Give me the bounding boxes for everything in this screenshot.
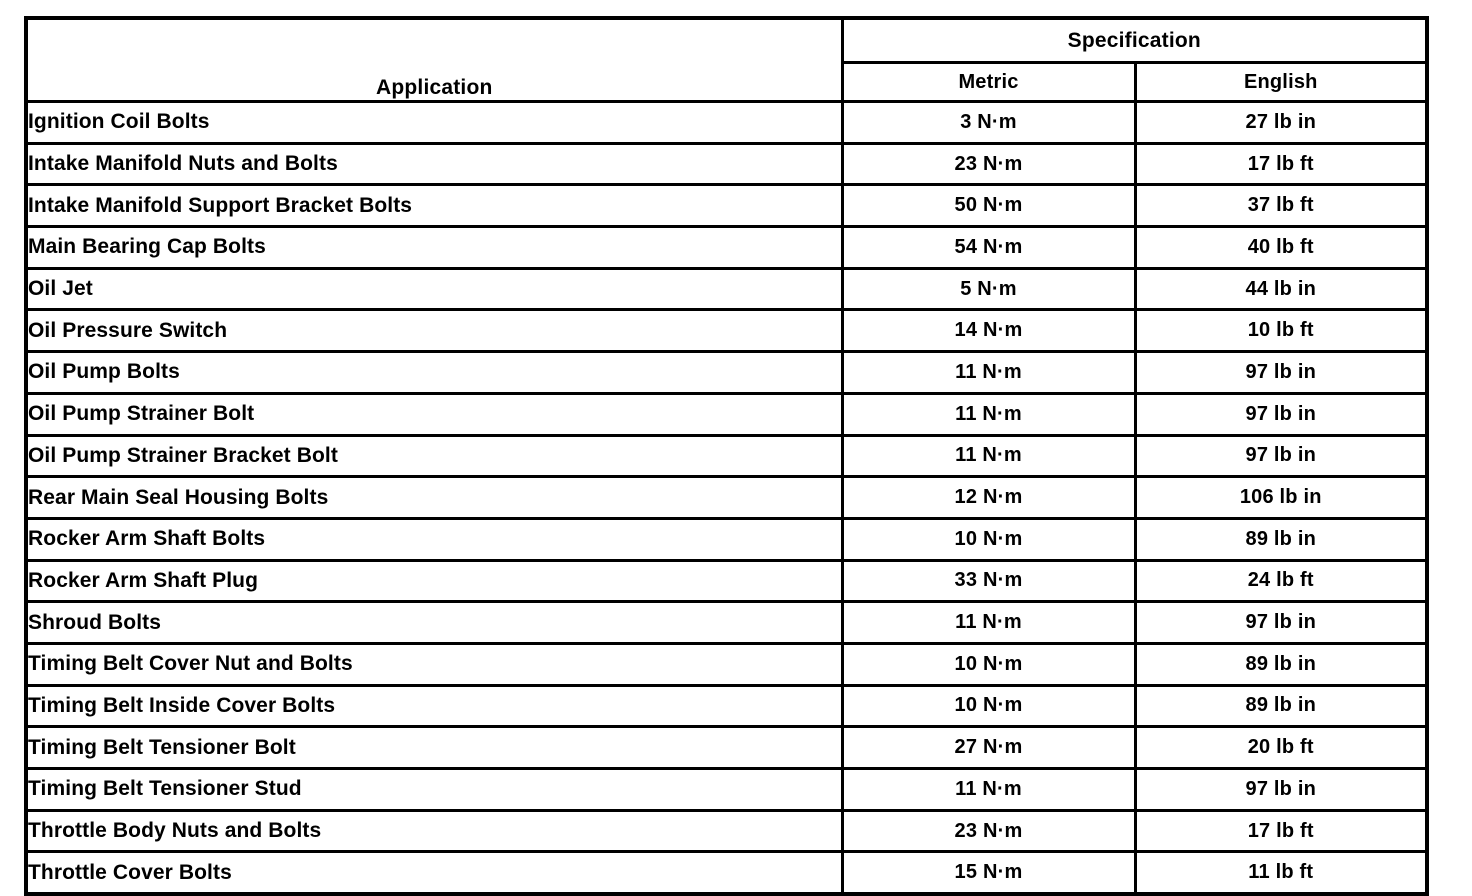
cell-english: 89 lb in [1133,641,1429,687]
cell-application: Timing Belt Cover Nut and Bolts [24,641,844,687]
column-header-metric: Metric [840,61,1137,103]
cell-metric: 11 N·m [840,350,1137,395]
cell-application: Oil Jet [24,266,844,312]
cell-english: 106 lb in [1133,475,1429,520]
table-row: Oil Pump Bolts 11 N·m 97 lb in [24,350,1429,395]
table-row: Timing Belt Tensioner Bolt 27 N·m 20 lb ft [24,725,1429,770]
cell-english: 89 lb in [1133,516,1429,562]
cell-application: Oil Pressure Switch [24,308,844,354]
table-row: Shroud Bolts 11 N·m 97 lb in [24,600,1429,645]
cell-application: Shroud Bolts [24,600,844,645]
cell-application: Intake Manifold Support Bracket Bolts [24,183,844,229]
table-row: Timing Belt Cover Nut and Bolts 10 N·m 89 … [24,641,1429,687]
cell-metric: 23 N·m [840,808,1137,854]
cell-metric: 54 N·m [840,225,1137,270]
cell-metric: 10 N·m [840,641,1137,687]
cell-english: 27 lb in [1133,100,1429,145]
cell-english: 97 lb in [1133,350,1429,395]
cell-metric: 10 N·m [840,516,1137,562]
cell-application: Timing Belt Inside Cover Bolts [24,683,844,729]
cell-english: 97 lb in [1133,767,1429,812]
cell-application: Rocker Arm Shaft Plug [24,558,844,604]
cell-metric: 14 N·m [840,308,1137,354]
cell-english: 40 lb ft [1133,225,1429,270]
cell-english: 44 lb in [1133,266,1429,312]
table-row: Timing Belt Tensioner Stud 11 N·m 97 lb in [24,767,1429,812]
header-row-secondary: Metric English [26,61,1429,103]
cell-metric: 10 N·m [840,683,1137,729]
column-header-application: Application [24,16,844,103]
cell-english: 20 lb ft [1133,725,1429,770]
table-body: Ignition Coil Bolts 3 N·m 27 lb in Intake M… [24,100,1429,896]
table-row: Oil Pressure Switch 14 N·m 10 lb ft [24,308,1429,354]
cell-metric: 11 N·m [840,433,1137,479]
cell-application: Rocker Arm Shaft Bolts [24,516,844,562]
cell-metric: 33 N·m [840,558,1137,604]
column-header-english: English [1133,61,1429,103]
header-row-primary: Application Specification [24,16,1429,103]
table-row: Oil Jet 5 N·m 44 lb in [24,266,1429,312]
table-row: Oil Pump Strainer Bracket Bolt 11 N·m 97 l… [24,433,1429,479]
cell-english: 37 lb ft [1133,183,1429,229]
cell-metric: 23 N·m [840,141,1137,187]
cell-metric: 50 N·m [840,183,1137,229]
table-row: Intake Manifold Nuts and Bolts 23 N·m 17 l… [24,141,1429,187]
table-row: Intake Manifold Support Bracket Bolts 50 … [24,183,1429,229]
table-row: Rear Main Seal Housing Bolts 12 N·m 106 lb… [24,475,1429,520]
cell-application: Oil Pump Strainer Bolt [24,391,844,437]
torque-specification-sheet: Application Specification Metric English… [24,16,1430,896]
cell-application: Rear Main Seal Housing Bolts [24,475,844,520]
cell-metric: 27 N·m [840,725,1137,770]
table-row: Ignition Coil Bolts 3 N·m 27 lb in [24,100,1429,145]
cell-metric: 12 N·m [840,475,1137,520]
cell-english: 97 lb in [1133,433,1429,479]
torque-specification-table: Application Specification Metric English… [24,16,1430,896]
cell-application: Timing Belt Tensioner Bolt [24,725,844,770]
cell-metric: 15 N·m [840,850,1137,896]
table-row: Rocker Arm Shaft Bolts 10 N·m 89 lb in [24,516,1429,562]
cell-application: Intake Manifold Nuts and Bolts [24,141,844,187]
cell-english: 17 lb ft [1133,808,1429,854]
cell-english: 89 lb in [1133,683,1429,729]
cell-metric: 3 N·m [840,100,1137,145]
column-header-specification: Specification [840,16,1429,64]
cell-metric: 11 N·m [840,391,1137,437]
cell-metric: 11 N·m [840,600,1137,645]
cell-metric: 11 N·m [840,767,1137,812]
table-header: Application Specification Metric English [24,16,1429,103]
table-row: Timing Belt Inside Cover Bolts 10 N·m 89 l… [24,683,1429,729]
table-row: Oil Pump Strainer Bolt 11 N·m 97 lb in [24,391,1429,437]
cell-application: Ignition Coil Bolts [24,100,844,145]
cell-english: 10 lb ft [1133,308,1429,354]
cell-metric: 5 N·m [840,266,1137,312]
cell-application: Timing Belt Tensioner Stud [24,767,844,812]
cell-english: 24 lb ft [1133,558,1429,604]
table-row: Rocker Arm Shaft Plug 33 N·m 24 lb ft [24,558,1429,604]
cell-english: 97 lb in [1133,600,1429,645]
cell-application: Oil Pump Strainer Bracket Bolt [24,433,844,479]
cell-application: Throttle Body Nuts and Bolts [24,808,844,854]
cell-english: 97 lb in [1133,391,1429,437]
table-row: Throttle Body Nuts and Bolts 23 N·m 17 lb … [24,808,1429,854]
cell-english: 11 lb ft [1133,850,1429,896]
cell-application: Main Bearing Cap Bolts [24,225,844,270]
cell-english: 17 lb ft [1133,141,1429,187]
table-row: Main Bearing Cap Bolts 54 N·m 40 lb ft [24,225,1429,270]
cell-application: Oil Pump Bolts [24,350,844,395]
cell-application: Throttle Cover Bolts [24,850,844,896]
table-row: Throttle Cover Bolts 15 N·m 11 lb ft [24,850,1429,896]
